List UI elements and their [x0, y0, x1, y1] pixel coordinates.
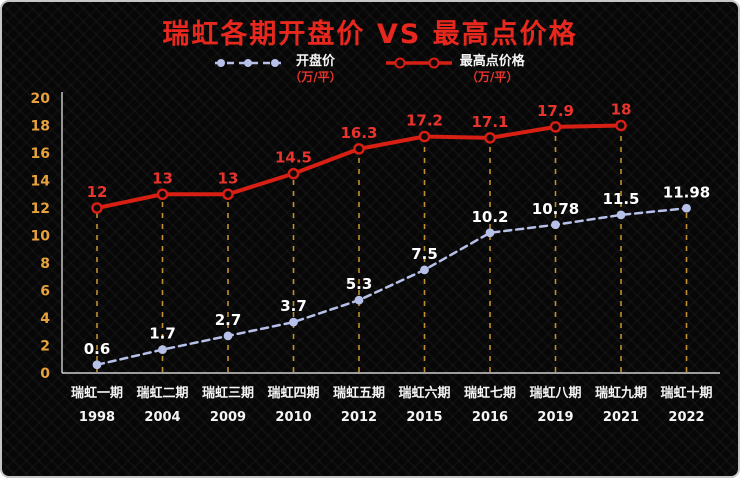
svg-text:瑞虹二期: 瑞虹二期 [136, 385, 188, 401]
svg-text:2: 2 [40, 339, 50, 355]
legend-item-highest-price: 最高点价格 （万/平） [385, 54, 525, 85]
opening-price-line-swatch [215, 59, 282, 67]
x-axis-labels: 瑞虹一期 1998 瑞虹二期 2004 瑞虹三期 2009 瑞虹四期 2010 瑞虹五期 2012… [71, 385, 713, 425]
svg-text:1.7: 1.7 [149, 325, 176, 343]
svg-text:16.3: 16.3 [340, 124, 377, 142]
axes [61, 92, 720, 374]
svg-text:13: 13 [152, 169, 173, 187]
svg-text:2004: 2004 [144, 410, 180, 425]
legend-label-opening-price: 开盘价 [295, 54, 335, 69]
svg-text:0: 0 [40, 366, 50, 382]
svg-text:2015: 2015 [406, 410, 442, 425]
svg-text:11.98: 11.98 [663, 183, 710, 201]
svg-text:10: 10 [31, 229, 51, 245]
svg-text:瑞虹一期: 瑞虹一期 [71, 385, 123, 401]
series-highest-price: 12 13 13 14.5 16.3 17.2 17.1 17.9 18 [87, 101, 632, 214]
svg-text:20: 20 [31, 91, 51, 107]
svg-text:17.1: 17.1 [471, 113, 508, 131]
svg-text:17.2: 17.2 [406, 112, 443, 130]
svg-text:8: 8 [40, 256, 50, 272]
svg-text:14.5: 14.5 [275, 149, 312, 167]
svg-text:2012: 2012 [341, 410, 377, 425]
svg-text:18: 18 [31, 119, 50, 135]
svg-text:5.3: 5.3 [346, 275, 373, 293]
svg-text:瑞虹八期: 瑞虹八期 [529, 385, 581, 401]
legend-unit-opening-price: （万/平） [289, 70, 342, 85]
svg-text:10.2: 10.2 [471, 208, 508, 226]
svg-text:瑞虹九期: 瑞虹九期 [595, 385, 647, 401]
svg-text:0.6: 0.6 [84, 340, 111, 358]
svg-text:3.7: 3.7 [280, 297, 307, 315]
svg-text:6: 6 [40, 284, 50, 300]
svg-text:10.78: 10.78 [532, 200, 579, 218]
svg-text:瑞虹四期: 瑞虹四期 [267, 385, 319, 401]
legend-unit-highest-price: （万/平） [466, 70, 519, 85]
svg-text:14: 14 [31, 174, 51, 190]
svg-text:12: 12 [87, 183, 108, 201]
svg-text:2009: 2009 [210, 410, 246, 425]
svg-text:2022: 2022 [668, 410, 704, 425]
highest-price-line-swatch [385, 57, 452, 69]
legend-label-highest-price: 最高点价格 [459, 54, 525, 69]
legend-item-opening-price: 开盘价 （万/平） [215, 54, 342, 85]
svg-text:2021: 2021 [603, 410, 639, 425]
svg-text:18: 18 [611, 101, 632, 119]
svg-text:16: 16 [31, 146, 50, 162]
svg-text:7.5: 7.5 [411, 245, 438, 263]
svg-text:2016: 2016 [472, 410, 508, 425]
y-axis-labels: 0 2 4 6 8 10 12 14 16 18 20 [31, 91, 51, 382]
svg-text:瑞虹六期: 瑞虹六期 [398, 385, 450, 401]
guide-lines [96, 125, 688, 372]
svg-text:瑞虹七期: 瑞虹七期 [464, 385, 516, 401]
svg-text:瑞虹十期: 瑞虹十期 [660, 385, 712, 401]
svg-text:12: 12 [31, 201, 50, 217]
svg-text:4: 4 [40, 311, 50, 327]
svg-text:瑞虹三期: 瑞虹三期 [202, 385, 254, 401]
svg-text:2019: 2019 [537, 410, 573, 425]
chart-title: 瑞虹各期开盘价 VS 最高点价格 [162, 19, 578, 50]
svg-text:瑞虹五期: 瑞虹五期 [333, 385, 385, 401]
svg-text:2010: 2010 [275, 410, 311, 425]
svg-text:17.9: 17.9 [537, 102, 574, 120]
svg-text:13: 13 [218, 169, 239, 187]
legend: 开盘价 （万/平） 最高点价格 （万/平） [2, 54, 738, 85]
series-opening-price: 0.6 1.7 2.7 3.7 5.3 7.5 10.2 10.78 11.5 11.98 [84, 183, 710, 370]
svg-text:2.7: 2.7 [215, 311, 242, 329]
svg-text:11.5: 11.5 [602, 190, 639, 208]
svg-text:1998: 1998 [79, 410, 115, 425]
